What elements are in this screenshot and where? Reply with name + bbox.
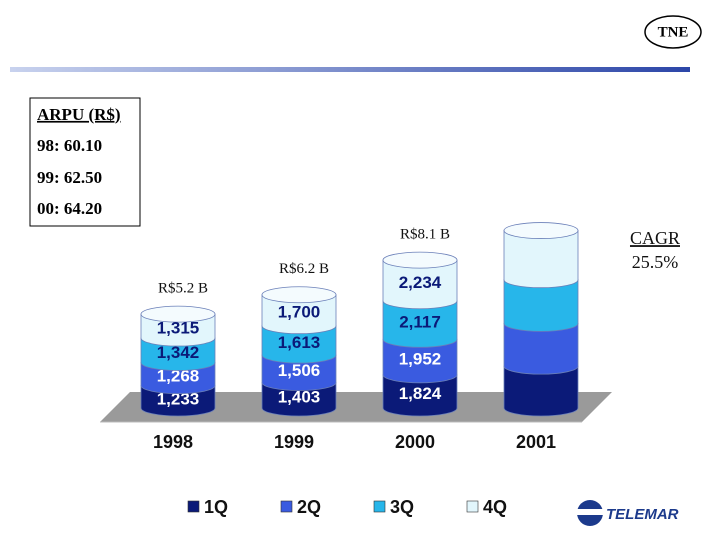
legend-label: 4Q — [483, 497, 507, 517]
legend-label: 1Q — [204, 497, 228, 517]
total-annotation: R$8.1 B — [400, 227, 450, 243]
badge-shape — [644, 15, 702, 49]
value-label: 1,315 — [157, 319, 200, 338]
value-label: 1,342 — [157, 343, 200, 362]
arpu-title: ARPU (R$) — [37, 105, 121, 124]
value-label: 1,952 — [399, 350, 442, 369]
x-tick-label: 2000 — [395, 432, 435, 452]
bar-segment — [261, 325, 337, 364]
bar-segment — [261, 382, 337, 417]
x-tick-label: 1999 — [274, 432, 314, 452]
bar-cap — [140, 305, 216, 323]
header-bar — [10, 67, 690, 72]
legend-swatch — [280, 500, 293, 513]
arpu-line: 99: 62.50 — [37, 168, 102, 187]
arpu-line: 98: 60.10 — [37, 136, 102, 155]
value-label: 2,117 — [399, 312, 441, 331]
bar-cap — [382, 251, 458, 269]
value-label: 1,824 — [399, 384, 442, 403]
logo-icon — [576, 509, 604, 515]
bar-segment — [261, 294, 337, 335]
bar-segment — [382, 338, 458, 384]
value-label: 2,234 — [399, 273, 442, 292]
legend-label: 3Q — [390, 497, 414, 517]
value-label: 1,506 — [278, 361, 321, 380]
bar-segment — [140, 362, 216, 394]
value-label: 1,700 — [278, 303, 321, 322]
value-label: 1,268 — [157, 367, 200, 386]
legend-label: 2Q — [297, 497, 321, 517]
bar-segment — [382, 300, 458, 348]
total-annotation: R$6.2 B — [279, 261, 329, 277]
logo: TELEMAR — [576, 500, 679, 526]
floor — [100, 392, 612, 422]
arpu-line: 00: 64.20 — [37, 199, 102, 218]
x-tick-label: 1998 — [153, 432, 193, 452]
value-label: 1,403 — [278, 388, 321, 407]
bar-segment — [382, 259, 458, 310]
bar-segment — [140, 385, 216, 417]
arpu-box — [29, 97, 141, 227]
legend-swatch — [373, 500, 386, 513]
total-annotation: R$5.2 B — [158, 281, 208, 297]
x-tick-label: 2001 — [516, 432, 556, 452]
legend-swatch — [466, 500, 479, 513]
bar-segment — [503, 365, 579, 417]
bar-segment — [503, 230, 579, 289]
badge: TNE — [658, 24, 689, 40]
value-label: 1,613 — [278, 333, 321, 352]
bar-cap — [261, 286, 337, 304]
bar-segment — [382, 374, 458, 417]
bar-cap — [503, 222, 579, 239]
logo-text: TELEMAR — [606, 506, 679, 523]
cagr-value: 25.5% — [632, 252, 679, 272]
bar-segment — [261, 354, 337, 391]
bar-segment — [503, 322, 579, 375]
legend-swatch — [187, 500, 200, 513]
cagr-label: CAGR — [630, 228, 680, 248]
bar-segment — [503, 279, 579, 332]
bar-segment — [140, 313, 216, 347]
value-label: 1,233 — [157, 389, 200, 408]
bar-segment — [140, 337, 216, 371]
